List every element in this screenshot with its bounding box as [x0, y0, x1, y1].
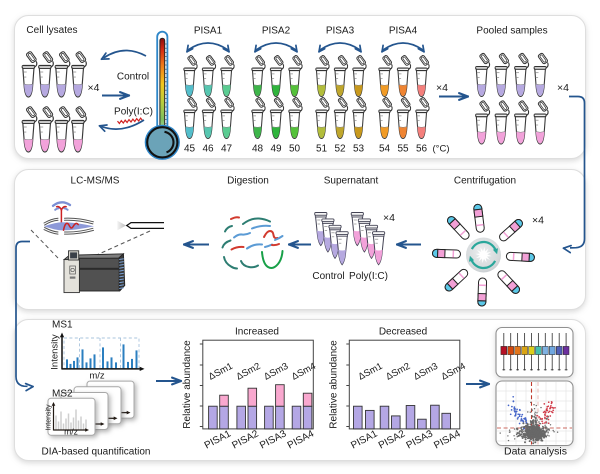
svg-text:Pooled samples: Pooled samples — [476, 26, 547, 37]
svg-text:51: 51 — [316, 144, 328, 155]
svg-text:50: 50 — [289, 144, 301, 155]
svg-text:Cell lysates: Cell lysates — [26, 25, 77, 36]
svg-text:MS1: MS1 — [52, 320, 73, 331]
svg-text:Data analysis: Data analysis — [504, 446, 567, 458]
svg-text:Poly(I:C): Poly(I:C) — [114, 107, 153, 118]
svg-text:Intensity: Intensity — [50, 334, 61, 370]
svg-text:m/z: m/z — [64, 427, 78, 437]
svg-text:Increased: Increased — [235, 327, 279, 338]
svg-text:Intensity: Intensity — [46, 404, 53, 431]
svg-text:45: 45 — [184, 144, 196, 155]
svg-text:(°C): (°C) — [433, 144, 450, 155]
svg-text:Centrifugation: Centrifugation — [454, 176, 516, 187]
svg-text:Relative abundance: Relative abundance — [328, 340, 339, 429]
svg-text:52: 52 — [334, 144, 346, 155]
svg-text:PISA2: PISA2 — [262, 26, 291, 37]
svg-text:Poly(I:C): Poly(I:C) — [349, 271, 388, 282]
svg-text:54: 54 — [379, 144, 391, 155]
svg-text:Decreased: Decreased — [379, 327, 427, 338]
svg-text:Relative abundance: Relative abundance — [182, 340, 193, 429]
svg-text:×4: ×4 — [383, 212, 395, 224]
svg-text:53: 53 — [353, 144, 365, 155]
svg-text:×4: ×4 — [532, 215, 544, 227]
svg-text:MS2: MS2 — [52, 389, 73, 400]
svg-text:Control: Control — [117, 72, 149, 83]
svg-text:Control: Control — [312, 271, 344, 282]
svg-text:Supernatant: Supernatant — [324, 176, 379, 187]
svg-text:PISA1: PISA1 — [194, 26, 223, 37]
svg-text:48: 48 — [252, 144, 264, 155]
svg-text:49: 49 — [270, 144, 282, 155]
svg-text:LC-MS/MS: LC-MS/MS — [71, 176, 120, 187]
svg-text:×4: ×4 — [436, 82, 448, 94]
svg-text:DIA-based quantification: DIA-based quantification — [42, 447, 151, 458]
svg-text:PISA4: PISA4 — [389, 26, 418, 37]
svg-text:×4: ×4 — [557, 82, 569, 94]
svg-text:Digestion: Digestion — [227, 176, 269, 187]
svg-text:PISA3: PISA3 — [326, 26, 355, 37]
svg-text:47: 47 — [221, 144, 233, 155]
svg-text:×4: ×4 — [88, 82, 100, 94]
svg-text:m/z: m/z — [89, 371, 105, 382]
svg-text:46: 46 — [202, 144, 214, 155]
svg-text:56: 56 — [416, 144, 428, 155]
svg-text:55: 55 — [397, 144, 409, 155]
